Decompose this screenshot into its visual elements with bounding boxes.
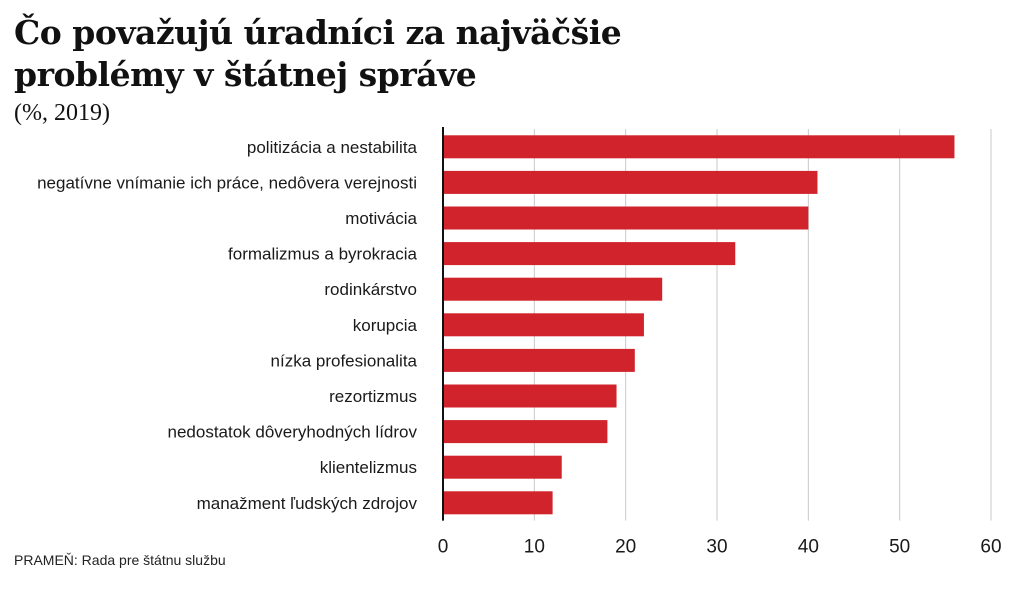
category-labels: politizácia a nestabilita negatívne vníma…: [37, 138, 417, 513]
bar: [443, 348, 635, 372]
grid-lines: [533, 129, 992, 521]
category-label: negatívne vnímanie ich práce, nedôvera v…: [37, 173, 417, 192]
x-tick-label: 0: [438, 537, 449, 558]
x-tick-labels: 0 10 20 30 40 50 60: [438, 537, 1002, 558]
x-tick-label: 30: [706, 537, 727, 558]
source-note: PRAMEŇ: Rada pre štátnu službu: [14, 552, 226, 568]
category-label: politizácia a nestabilita: [247, 138, 418, 157]
category-label: korupcia: [353, 316, 418, 335]
chart-subtitle: (%, 2019): [14, 100, 110, 126]
bar: [443, 455, 562, 479]
bar: [443, 242, 736, 266]
bars: [443, 135, 955, 515]
category-label: nízka profesionalita: [271, 351, 418, 370]
x-tick-label: 50: [889, 537, 910, 558]
category-label: motivácia: [345, 209, 417, 228]
category-label: rezortizmus: [329, 387, 417, 406]
bar: [443, 491, 553, 515]
category-label: klientelizmus: [320, 458, 417, 477]
bar: [443, 206, 809, 230]
bar: [443, 420, 608, 444]
x-tick-label: 60: [980, 537, 1001, 558]
category-label: manažment ľudských zdrojov: [197, 494, 418, 513]
category-label: nedostatok dôveryhodných lídrov: [168, 423, 418, 442]
bar: [443, 277, 663, 301]
bar: [443, 170, 818, 194]
bar: [443, 313, 644, 337]
category-label: formalizmus a byrokracia: [228, 245, 417, 264]
x-tick-label: 40: [798, 537, 819, 558]
chart-title: Čo považujú úradníci za najväčšie problé…: [14, 13, 622, 94]
category-label: rodinkárstvo: [324, 280, 417, 299]
bar: [443, 135, 955, 159]
bar: [443, 384, 617, 408]
x-tick-label: 10: [524, 537, 545, 558]
x-tick-label: 20: [615, 537, 636, 558]
